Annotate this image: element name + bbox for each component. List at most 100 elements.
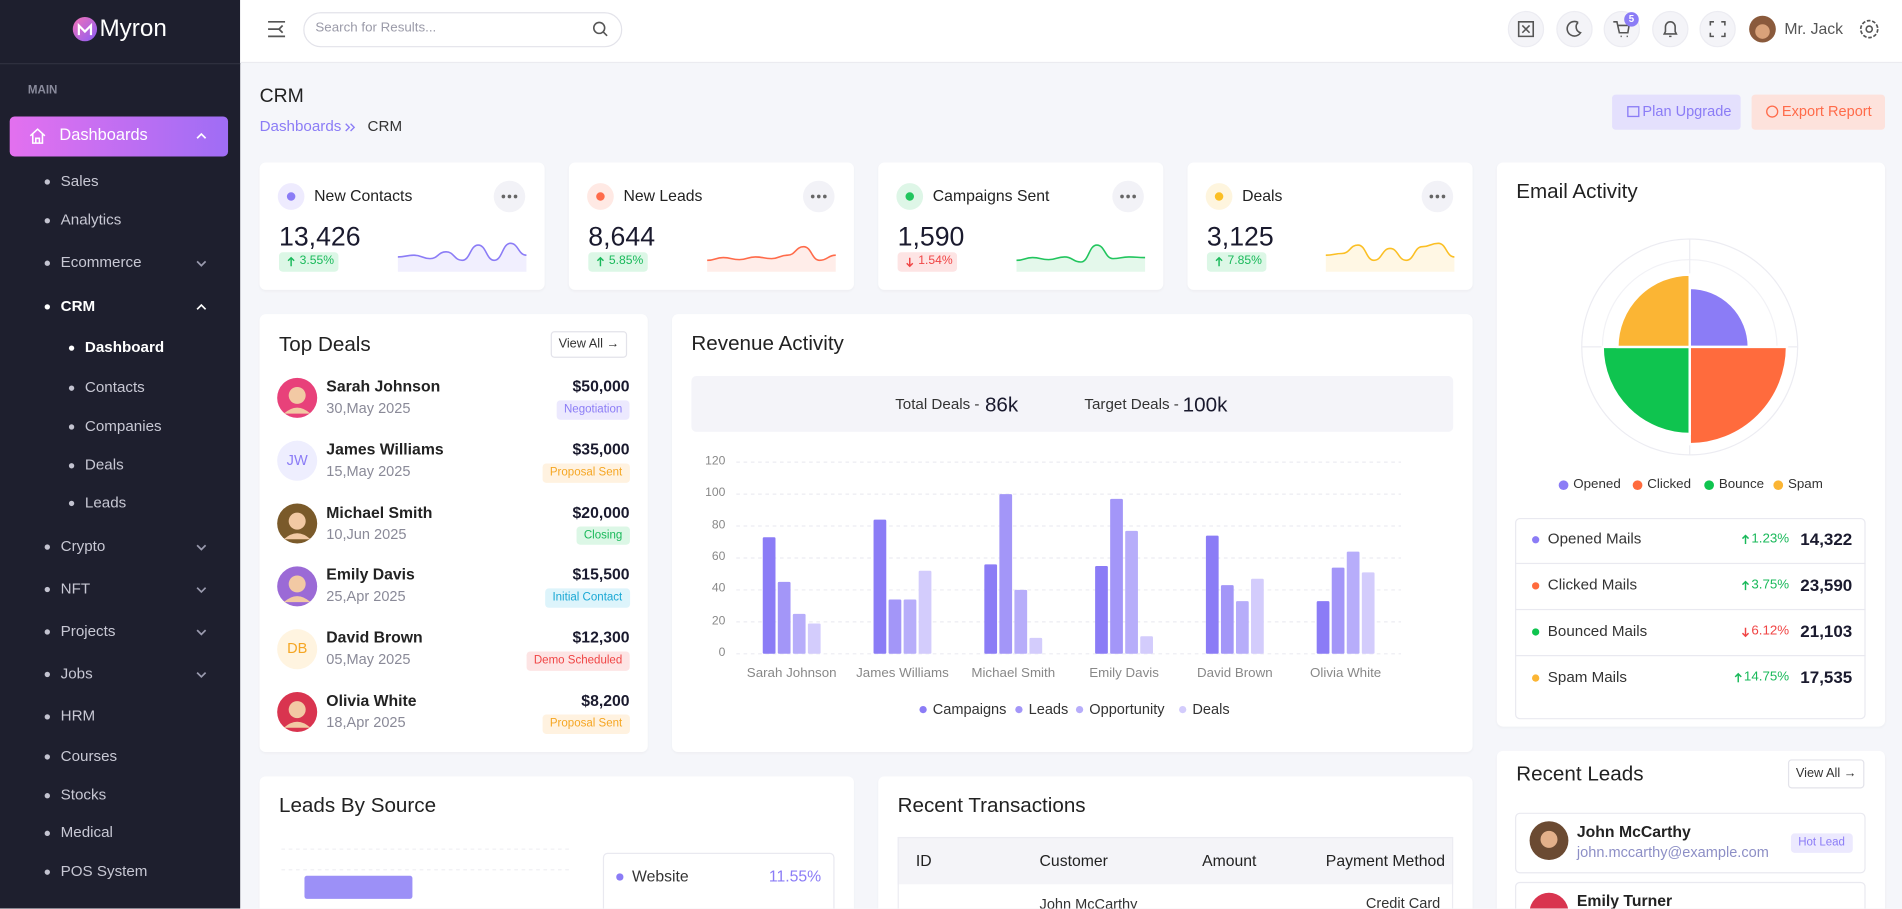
submenu-label[interactable]: Stocks xyxy=(60,786,107,804)
source-dot xyxy=(616,873,624,881)
menu-label[interactable]: Dashboards xyxy=(59,125,148,144)
submenu-label[interactable]: Medical xyxy=(60,823,113,841)
more-dot xyxy=(823,194,827,199)
y-tick-label: 100 xyxy=(705,486,726,500)
row-divider xyxy=(1515,655,1866,657)
submenu-label[interactable]: Dashboard xyxy=(84,338,165,356)
stat-change: 7.85% xyxy=(1227,254,1262,268)
header-glyph xyxy=(1709,21,1726,38)
deal-date: 15,May 2025 xyxy=(326,462,411,480)
menu-bullet xyxy=(44,629,50,635)
export-report-button[interactable] xyxy=(1751,94,1886,130)
more-dot xyxy=(1132,194,1136,199)
sidebar-divider xyxy=(0,63,241,65)
submenu-label[interactable]: Analytics xyxy=(60,211,122,229)
sparkline-area xyxy=(1325,243,1455,272)
bar xyxy=(1014,589,1028,654)
more-dot xyxy=(1441,194,1446,199)
menu-bullet xyxy=(44,218,50,224)
stat-icon-glyph xyxy=(286,192,296,201)
view-all-button[interactable] xyxy=(1787,759,1865,789)
bar xyxy=(999,494,1013,654)
plan-upgrade-button[interactable] xyxy=(1612,94,1741,130)
header-glyph xyxy=(1517,21,1535,38)
column-header: Payment Method xyxy=(1325,851,1446,870)
avatar-face xyxy=(288,701,306,719)
submenu-label[interactable]: Jobs xyxy=(60,664,93,682)
more-dot xyxy=(1126,194,1130,199)
card-title: Leads By Source xyxy=(278,793,437,817)
deal-date: 18,Apr 2025 xyxy=(326,713,406,731)
submenu-label[interactable]: Courses xyxy=(60,747,118,765)
submenu-label[interactable]: Leads xyxy=(84,493,127,511)
bar xyxy=(1095,565,1108,654)
row-divider xyxy=(1515,608,1866,611)
deal-amount: $15,500 xyxy=(572,565,630,584)
summary-label: Total Deals - xyxy=(895,395,980,413)
x-tick-label: Michael Smith xyxy=(971,666,1056,681)
header-glyph xyxy=(1613,21,1630,38)
submenu-label[interactable]: Contacts xyxy=(84,378,145,396)
submenu-label[interactable]: Projects xyxy=(60,622,116,640)
menu-bullet xyxy=(44,260,50,266)
change-badge xyxy=(1206,252,1267,272)
menu-bullet xyxy=(68,500,75,507)
chevron-down xyxy=(196,629,207,636)
avatar-face xyxy=(288,386,306,404)
legend-label: Campaigns xyxy=(932,700,1007,718)
legend-label: Bounce xyxy=(1718,476,1765,492)
deal-status: Demo Scheduled xyxy=(526,651,630,671)
header-icon[interactable] xyxy=(1556,10,1593,48)
submenu-label[interactable]: NFT xyxy=(60,580,91,598)
deal-status: Proposal Sent xyxy=(542,463,630,483)
legend-dot xyxy=(1015,705,1023,714)
submenu-label[interactable]: Sales xyxy=(60,172,99,190)
deal-amount: $8,200 xyxy=(581,691,630,710)
more-dot xyxy=(507,194,512,199)
search-box[interactable] xyxy=(303,12,623,48)
menu-bullet xyxy=(44,869,50,875)
button-label[interactable]: Plan Upgrade xyxy=(1642,102,1732,120)
button-label[interactable]: Export Report xyxy=(1781,102,1872,120)
menu-bullet xyxy=(44,179,50,185)
polar-wedge xyxy=(1616,273,1691,349)
submenu-label[interactable]: CRM xyxy=(60,297,96,315)
view-all-label[interactable]: View All → xyxy=(558,336,620,352)
trend-arrow-head xyxy=(596,256,604,262)
view-all-button[interactable] xyxy=(550,331,628,358)
stat-change: 5.85% xyxy=(608,254,644,268)
search-placeholder[interactable]: Search for Results... xyxy=(315,20,437,36)
submenu-label[interactable]: Companies xyxy=(84,417,162,435)
user-name[interactable]: Mr. Jack xyxy=(1784,19,1844,38)
table-border xyxy=(897,836,1454,909)
menu-bullet xyxy=(44,793,50,799)
menu-bullet xyxy=(68,424,75,430)
submenu-label[interactable]: Ecommerce xyxy=(60,253,142,271)
trend-arrow-head xyxy=(1734,672,1742,678)
bar xyxy=(1125,530,1138,654)
stat-title: Campaigns Sent xyxy=(932,186,1050,205)
bar xyxy=(1110,498,1123,654)
submenu-label[interactable]: Deals xyxy=(84,456,124,474)
x-tick-label: David Brown xyxy=(1197,666,1273,681)
summary-label: Target Deals - xyxy=(1084,395,1179,413)
menu-item-active[interactable] xyxy=(9,116,229,157)
submenu-label[interactable]: Crypto xyxy=(60,537,106,555)
header-icon[interactable] xyxy=(1699,10,1736,48)
menu-bullet xyxy=(68,345,75,351)
deal-date: 10,Jun 2025 xyxy=(326,525,407,543)
stat-value: 3,125 xyxy=(1206,221,1274,252)
x-tick-label: James Williams xyxy=(856,666,949,681)
bar xyxy=(807,623,821,654)
stat-value: 8,644 xyxy=(588,221,656,252)
submenu-label[interactable]: POS System xyxy=(60,862,148,880)
legend-dot xyxy=(1704,480,1714,491)
header-icon[interactable] xyxy=(1652,10,1689,48)
submenu-label[interactable]: HRM xyxy=(60,707,96,725)
view-all-label[interactable]: View All → xyxy=(1795,765,1857,781)
page-title: CRM xyxy=(259,86,304,107)
polar-wedge xyxy=(1688,286,1750,349)
legend-dot xyxy=(1075,705,1084,714)
breadcrumb-link[interactable]: Dashboards xyxy=(259,117,342,135)
